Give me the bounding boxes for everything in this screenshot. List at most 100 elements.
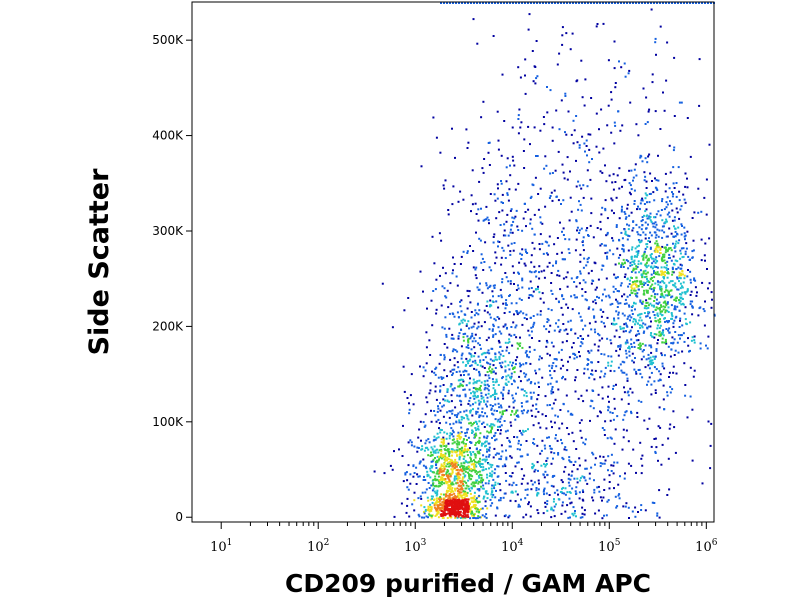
scatter-point [610, 91, 613, 94]
scatter-point [560, 358, 563, 361]
scatter-point [522, 516, 525, 519]
scatter-point [445, 473, 448, 476]
scatter-point [427, 454, 430, 457]
scatter-point [471, 414, 474, 417]
scatter-point [578, 312, 580, 315]
scatter-point [677, 242, 680, 245]
scatter-point [664, 302, 667, 305]
scatter-point [658, 327, 661, 329]
scatter-point [517, 66, 520, 69]
scatter-point [705, 344, 707, 347]
scatter-point [594, 369, 597, 372]
scatter-point [487, 448, 490, 451]
scatter-point [541, 292, 544, 295]
scatter-point [525, 440, 528, 442]
scatter-point [583, 104, 586, 107]
scatter-point [499, 425, 501, 428]
scatter-point [461, 441, 463, 444]
scatter-point [451, 513, 454, 516]
scatter-point [565, 340, 568, 343]
scatter-point [471, 430, 474, 433]
scatter-point [672, 410, 675, 413]
scatter-point [427, 509, 430, 511]
scatter-point [458, 322, 461, 325]
scatter-point [447, 490, 450, 492]
scatter-point [650, 304, 653, 307]
scatter-point [691, 256, 694, 259]
scatter-point [657, 154, 659, 157]
scatter-point [463, 496, 466, 499]
scatter-point [616, 461, 619, 464]
scatter-point [491, 496, 494, 499]
scatter-point [418, 515, 421, 518]
scatter-point [664, 221, 667, 224]
scatter-point [527, 428, 529, 431]
scatter-point [607, 455, 610, 458]
scatter-point [634, 515, 637, 518]
scatter-point [581, 294, 584, 297]
scatter-point [466, 450, 469, 453]
scatter-point [454, 465, 457, 468]
scatter-point [479, 414, 482, 417]
scatter-point [617, 366, 620, 369]
scatter-point [465, 346, 468, 349]
scatter-point [703, 196, 706, 199]
scatter-point [480, 325, 483, 328]
scatter-point [693, 341, 696, 344]
scatter-point [435, 437, 438, 440]
scatter-point [659, 318, 661, 321]
scatter-point [479, 347, 482, 350]
scatter-point [442, 384, 445, 386]
scatter-point [434, 475, 437, 478]
scatter-point [478, 337, 481, 340]
scatter-point [704, 259, 706, 262]
scatter-point [504, 307, 507, 310]
scatter-point [579, 335, 582, 337]
scatter-point [474, 500, 477, 503]
scatter-point [590, 361, 593, 364]
scatter-point [610, 355, 613, 358]
scatter-point [454, 499, 457, 502]
scatter-point [481, 411, 484, 414]
scatter-point [586, 482, 589, 485]
scatter-point [623, 62, 626, 65]
scatter-point [505, 378, 508, 381]
scatter-point [631, 246, 634, 249]
scatter-point [410, 441, 413, 444]
scatter-point [503, 2, 505, 4]
scatter-point [645, 256, 648, 259]
scatter-point [442, 443, 445, 446]
scatter-point [508, 368, 511, 371]
scatter-point [493, 317, 496, 320]
scatter-point [572, 506, 575, 509]
scatter-point [676, 277, 679, 280]
scatter-point [471, 510, 473, 513]
scatter-point [632, 269, 635, 272]
scatter-point [454, 489, 457, 492]
scatter-point [440, 478, 442, 481]
scatter-point [573, 294, 576, 297]
scatter-point [480, 466, 482, 468]
scatter-point [482, 454, 485, 457]
scatter-point [625, 352, 628, 355]
scatter-point [425, 362, 428, 365]
scatter-point [463, 374, 465, 376]
scatter-point [606, 257, 609, 260]
scatter-point [533, 265, 536, 268]
scatter-point [500, 455, 503, 458]
scatter-point [406, 497, 409, 500]
scatter-point [607, 104, 610, 107]
scatter-point [488, 475, 491, 477]
scatter-point [437, 436, 440, 439]
scatter-point [591, 158, 593, 160]
scatter-point [490, 269, 493, 272]
scatter-point [446, 489, 448, 492]
scatter-point [641, 255, 644, 258]
scatter-point [477, 325, 480, 328]
scatter-point [453, 368, 456, 371]
scatter-point [475, 266, 478, 269]
scatter-point [689, 278, 692, 281]
scatter-point [641, 2, 643, 4]
scatter-point [475, 472, 478, 475]
scatter-point [467, 373, 470, 376]
